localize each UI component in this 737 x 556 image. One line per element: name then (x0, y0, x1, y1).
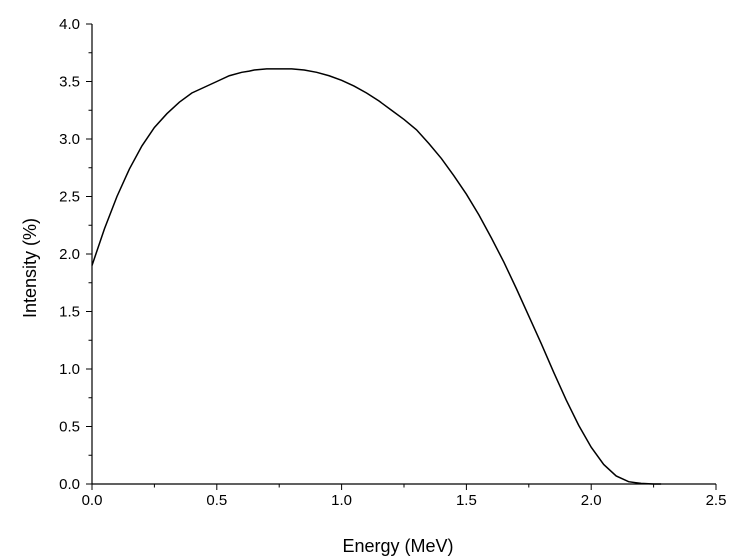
y-axis: 0.0 0.5 1.0 1.5 2.0 2.5 3.0 3.5 4.0 (59, 16, 93, 493)
y-tick-label: 3.0 (59, 131, 80, 148)
plot-area (91, 68, 662, 485)
x-tick-label: 0.0 (82, 492, 103, 509)
series-line-spectrum (91, 68, 662, 485)
y-tick-label: 1.0 (59, 361, 80, 378)
x-tick-label: 2.5 (706, 492, 727, 509)
y-tick-label: 2.0 (59, 246, 80, 263)
x-tick-label: 1.0 (331, 492, 352, 509)
y-tick-label: 2.5 (59, 189, 80, 206)
y-axis-title: Intensity (%) (20, 218, 40, 318)
y-tick-label: 1.5 (59, 304, 80, 321)
y-tick-label: 0.0 (59, 476, 80, 493)
y-tick-label: 4.0 (59, 16, 80, 33)
x-tick-label: 0.5 (206, 492, 227, 509)
y-tick-label: 0.5 (59, 419, 80, 436)
x-axis: 0.0 0.5 1.0 1.5 2.0 2.5 (82, 483, 727, 509)
x-axis-title: Energy (MeV) (342, 536, 453, 556)
x-tick-label: 2.0 (581, 492, 602, 509)
y-tick-label: 3.5 (59, 74, 80, 91)
x-tick-label: 1.5 (456, 492, 477, 509)
